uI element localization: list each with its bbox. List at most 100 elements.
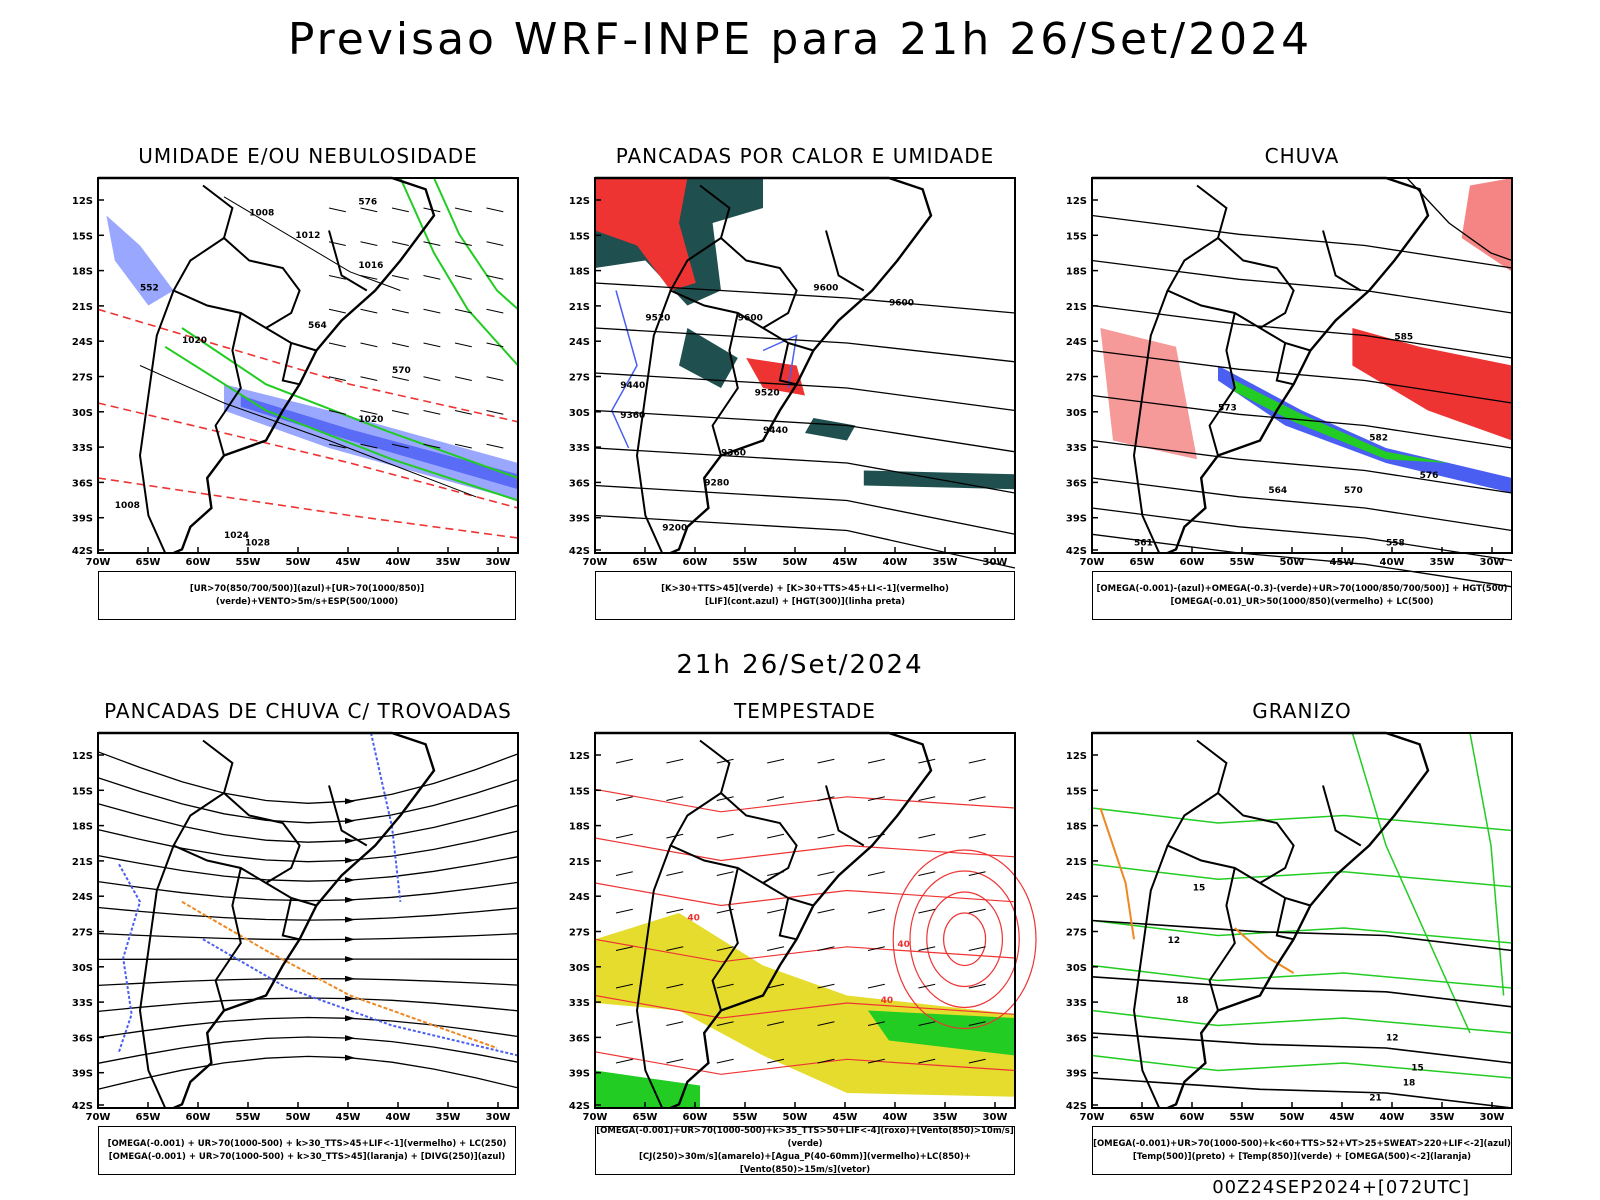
wind-vector (360, 207, 378, 213)
lat-tick-label: 18S (72, 822, 93, 833)
lat-tick-label: 39S (72, 514, 93, 525)
wind-vector (486, 342, 504, 348)
hgt500-contour (1091, 304, 1513, 359)
wind-vector (968, 796, 986, 801)
wind-vector (918, 946, 936, 951)
contour-label: 12 (1168, 936, 1181, 946)
streamline-arrow (345, 1015, 355, 1022)
lat-tick-label: 18S (1066, 267, 1087, 278)
legend-line: [K>30+TTS>45](verde) + [K>30+TTS>45+LI<-… (661, 583, 949, 594)
wind-vector (817, 758, 835, 764)
wind-vector (615, 908, 633, 914)
country-border (138, 845, 175, 1109)
lat-tick-label: 33S (569, 998, 590, 1009)
hgt300-contour (594, 447, 1016, 494)
wind-vector (423, 410, 441, 415)
streamline-arrow (345, 896, 355, 903)
lon-tick-label: 65W (633, 1112, 658, 1123)
wind-vector (486, 207, 504, 213)
coastline (595, 176, 933, 555)
lon-tick-label: 65W (1130, 1112, 1155, 1123)
green-contour (399, 177, 519, 367)
lat-tick-label: 39S (569, 1069, 590, 1080)
wind-vector (817, 871, 835, 876)
wind-vector (968, 1058, 986, 1064)
streamline-arrow (345, 817, 355, 824)
contour-label: 40 (687, 914, 700, 924)
contour-label: 576 (1420, 471, 1439, 481)
streamline (97, 932, 519, 941)
pw-contour (909, 870, 1020, 1009)
wind-vector (716, 796, 734, 801)
lat-tick-label: 30S (1066, 963, 1087, 974)
temp850-contour (1091, 1054, 1513, 1079)
streamline-arrow (345, 936, 355, 943)
lat-tick-label: 30S (569, 408, 590, 419)
country-border (635, 845, 672, 1109)
wind-vector (968, 1021, 986, 1026)
wind-vector (486, 376, 504, 381)
country-border (1208, 867, 1236, 1011)
wind-vector (918, 833, 936, 839)
contour-label: 570 (392, 366, 411, 376)
contour-label: 15 (1193, 884, 1206, 894)
coastline (1092, 731, 1430, 1110)
contour-label: 9600 (889, 299, 914, 309)
lon-tick-label: 40W (883, 1112, 908, 1123)
lon-tick-label: 40W (386, 1112, 411, 1123)
temp850-contour (1351, 732, 1471, 1034)
lat-tick-label: 12S (1066, 196, 1087, 207)
coastline (98, 731, 436, 1110)
wind-vector (360, 275, 378, 280)
lat-tick-label: 42S (569, 1101, 590, 1112)
wind-vector (615, 796, 633, 801)
country-border (202, 739, 301, 884)
country-border (1196, 184, 1295, 329)
streamline (97, 1036, 519, 1064)
lon-tick-label: 60W (186, 1112, 211, 1123)
wind-vector (423, 308, 441, 314)
wind-vector (968, 833, 986, 839)
streamline-arrow (345, 956, 355, 963)
omega-orange (1234, 927, 1295, 974)
legend-line: [OMEGA(-0.001)+UR>70(1000-500)+k<60+TTS>… (1093, 1138, 1511, 1149)
panel-legend: [K>30+TTS>45](verde) + [K>30+TTS>45+LI<-… (595, 571, 1015, 620)
divergence-contour (202, 938, 519, 1057)
hgt300-contour (594, 372, 1016, 412)
panel-title: CHUVA (1264, 144, 1340, 168)
humidity-band-andes (106, 215, 174, 306)
wind-vector (666, 758, 684, 764)
wind-vector (918, 908, 936, 914)
wind-vector (423, 443, 441, 449)
wind-vector (423, 342, 441, 348)
lon-tick-label: 70W (86, 1112, 111, 1123)
wind-vector (486, 443, 504, 449)
wind-vector (454, 241, 472, 246)
wind-vector (867, 871, 885, 876)
lon-tick-label: 55W (236, 557, 261, 568)
lon-tick-label: 55W (733, 1112, 758, 1123)
country-border (778, 897, 797, 941)
lat-tick-label: 18S (569, 267, 590, 278)
contour-label: 9520 (645, 314, 670, 324)
lat-tick-label: 27S (569, 373, 590, 384)
wind-vector (767, 796, 785, 801)
lon-tick-label: 70W (86, 557, 111, 568)
lon-tick-label: 65W (136, 557, 161, 568)
streamline (97, 803, 519, 843)
lat-tick-label: 36S (1066, 1033, 1087, 1044)
streamline (97, 880, 519, 902)
lat-tick-label: 39S (1066, 514, 1087, 525)
country-border (1166, 792, 1311, 907)
map-frame (594, 732, 1016, 1109)
lat-tick-label: 33S (1066, 443, 1087, 454)
lat-tick-label: 12S (569, 751, 590, 762)
lat-tick-label: 21S (72, 302, 93, 313)
country-border (214, 312, 242, 456)
temp850-contour (1091, 863, 1513, 888)
wind-vector (391, 376, 409, 381)
rain-blue (1218, 365, 1512, 493)
lat-tick-label: 27S (72, 373, 93, 384)
pw-contour (926, 891, 1003, 988)
contour-label: 40 (897, 940, 910, 950)
